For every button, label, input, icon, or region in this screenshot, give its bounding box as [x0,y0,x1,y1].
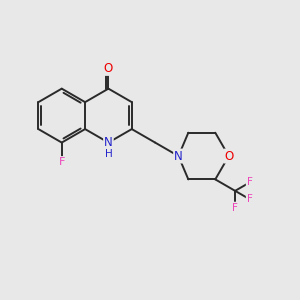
Text: F: F [58,157,65,167]
Text: O: O [224,149,233,163]
Text: F: F [247,194,253,204]
Text: F: F [247,178,253,188]
Text: N: N [104,136,113,149]
Text: F: F [232,202,238,213]
Text: O: O [104,62,113,75]
Text: H: H [105,149,112,159]
Text: N: N [174,149,183,163]
